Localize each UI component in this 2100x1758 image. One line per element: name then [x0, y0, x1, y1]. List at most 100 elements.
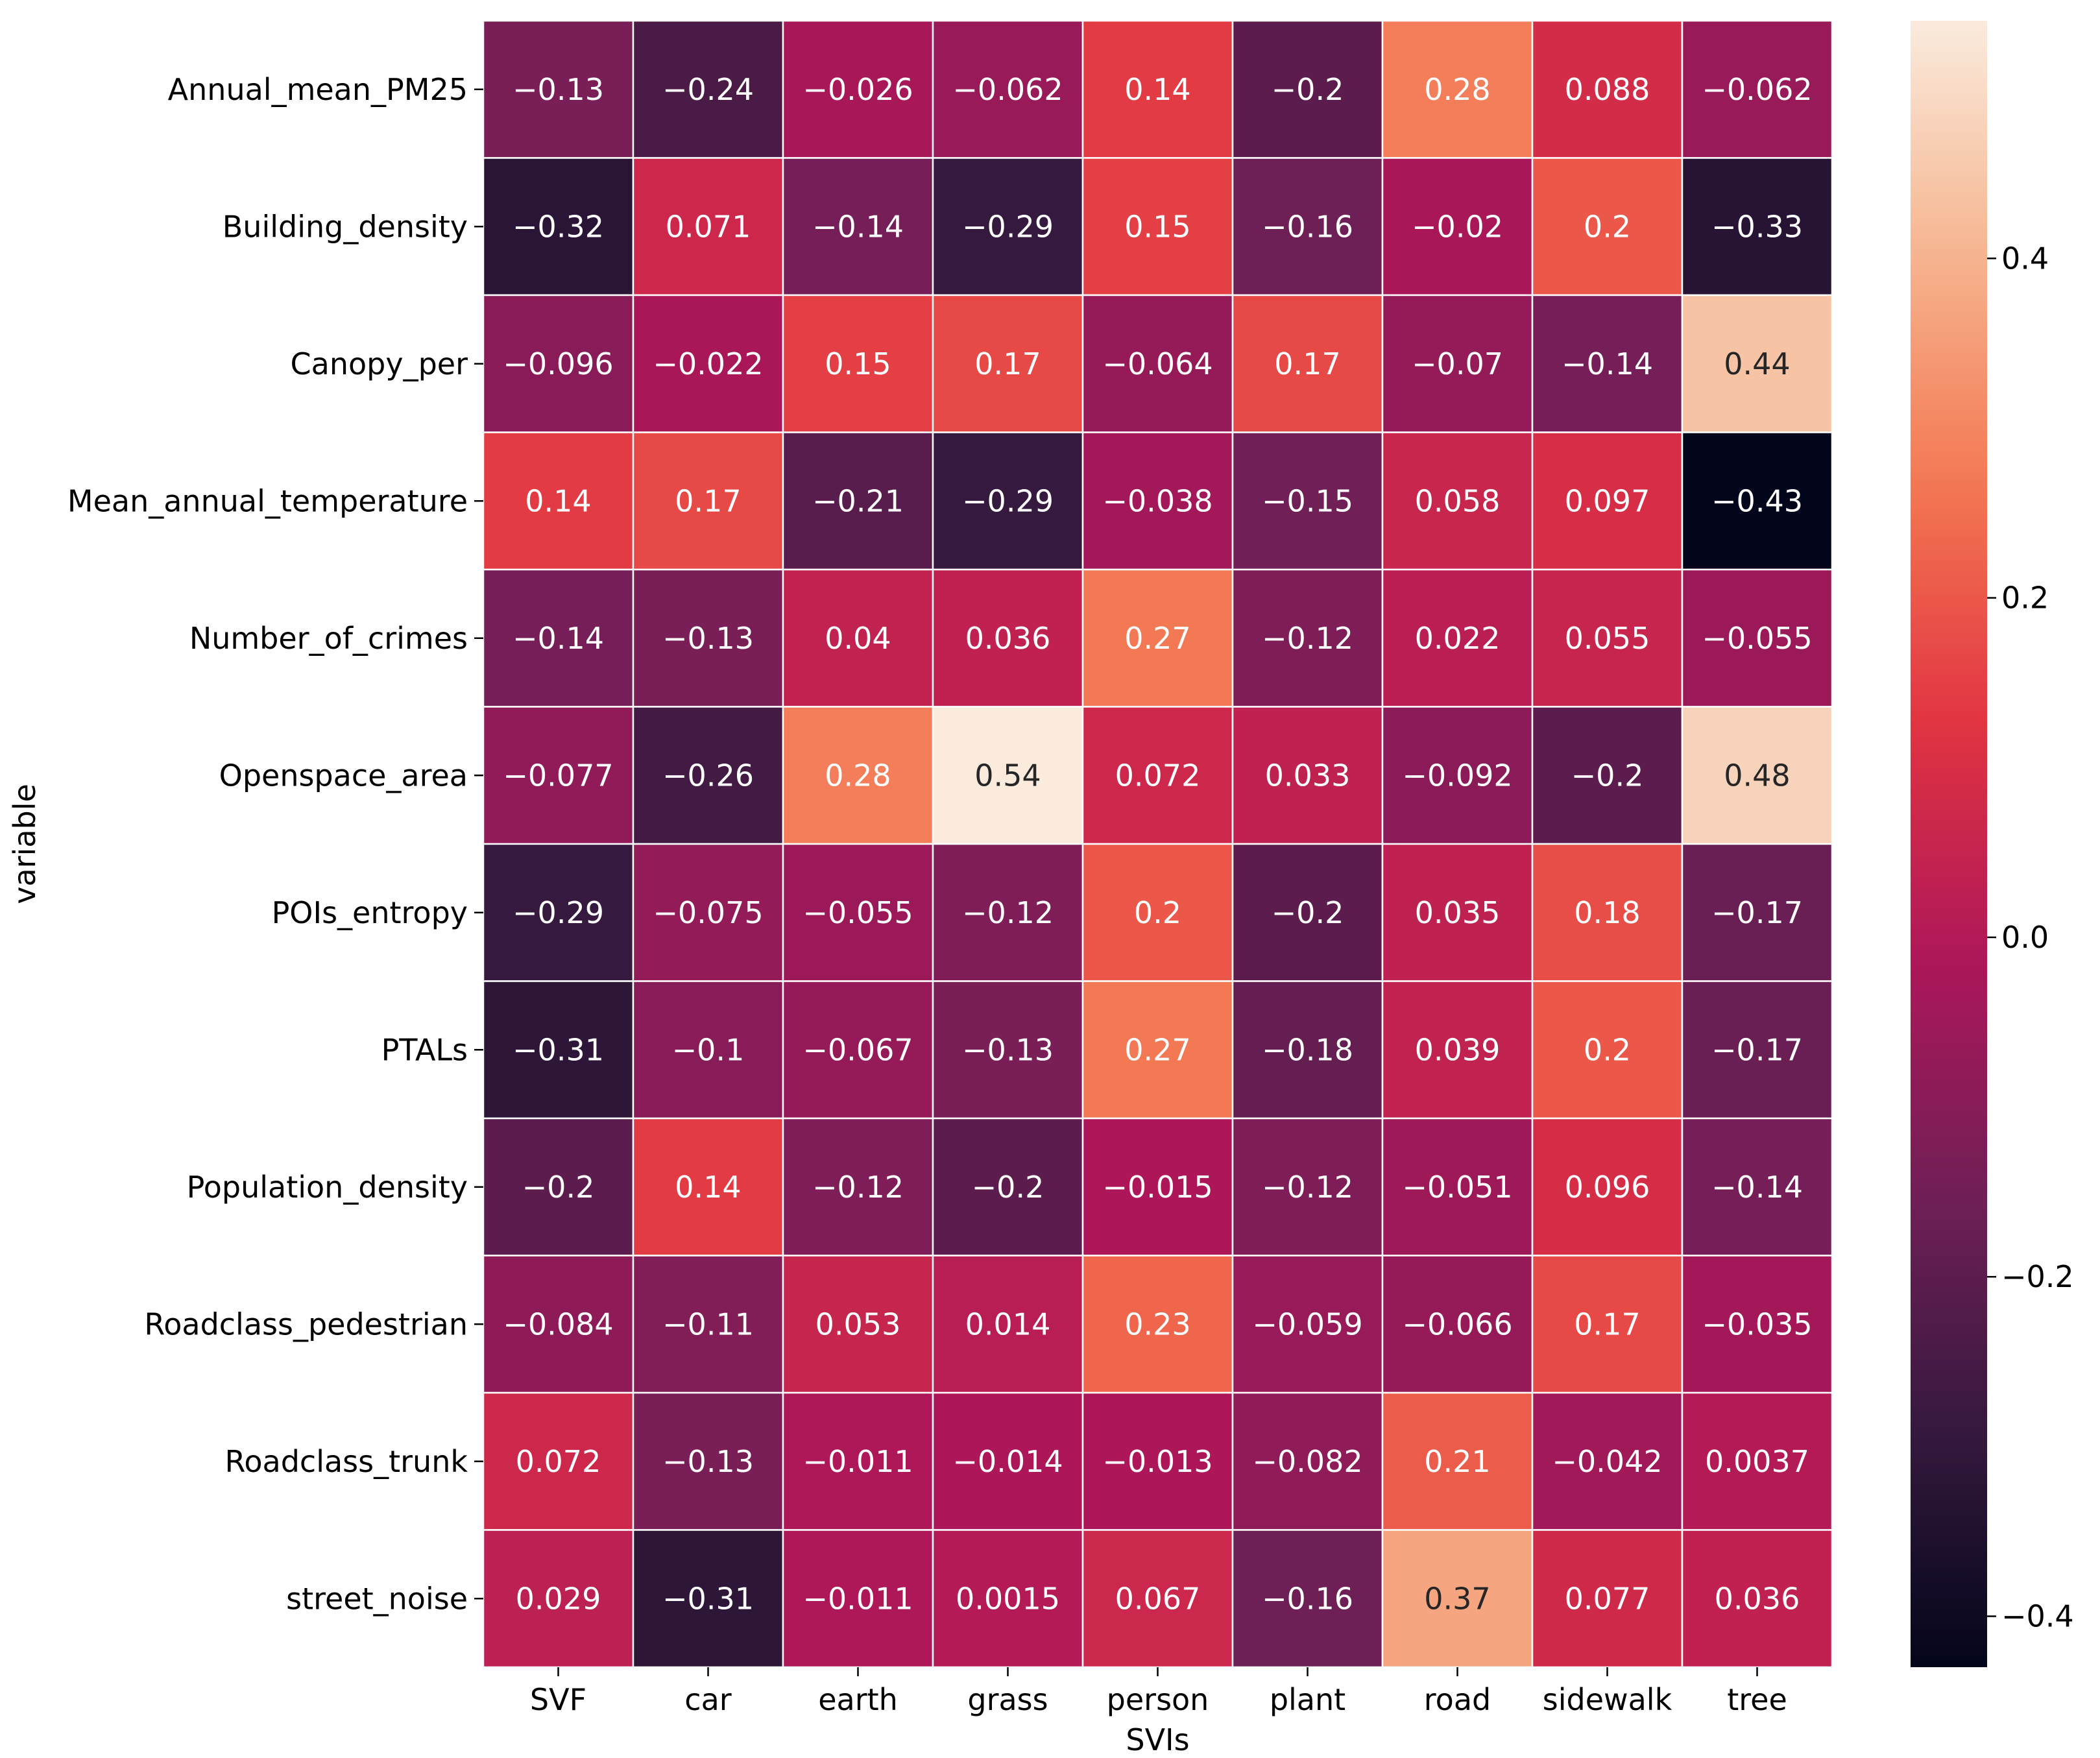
heatmap-cell: [932, 1255, 1084, 1394]
heatmap-cell: [632, 431, 784, 571]
heatmap-cell: [1681, 1255, 1833, 1394]
heatmap-cell: [482, 980, 634, 1120]
heatmap-cell: [1231, 1117, 1384, 1257]
cell-value-label: −0.092: [1402, 758, 1512, 793]
heatmap-cell: [932, 294, 1084, 433]
y-tick-label: Building_density: [223, 209, 468, 244]
cell-value-label: 0.04: [825, 621, 891, 656]
cell-value-label: −0.042: [1552, 1444, 1662, 1479]
heatmap-cell: [482, 19, 634, 159]
cell-value-label: −0.2: [972, 1170, 1044, 1205]
heatmap-cell: [1381, 294, 1534, 433]
y-tick-label: Roadclass_pedestrian: [144, 1306, 468, 1342]
cell-value-label: −0.21: [812, 483, 904, 518]
heatmap-cells: [482, 19, 1833, 1668]
heatmap-cell: [1381, 1117, 1534, 1257]
y-tick-label: Mean_annual_temperature: [67, 483, 468, 518]
heatmap-cell: [482, 1255, 634, 1394]
cell-value-label: −0.31: [662, 1581, 754, 1616]
cell-value-label: −0.011: [803, 1444, 913, 1479]
x-tick-label: earth: [818, 1682, 898, 1717]
heatmap-cell: [1681, 157, 1833, 296]
cell-value-label: −0.13: [662, 1444, 754, 1479]
heatmap-cell: [1381, 431, 1534, 571]
x-tick-label: tree: [1727, 1682, 1787, 1717]
y-tick-label: Roadclass_trunk: [224, 1444, 468, 1479]
cell-value-label: 0.2: [1584, 209, 1631, 244]
heatmap-cell: [782, 294, 934, 433]
heatmap-cell: [932, 706, 1084, 845]
cell-value-label: 0.014: [965, 1306, 1051, 1342]
heatmap-cell: [932, 431, 1084, 571]
cell-value-label: 0.28: [825, 758, 891, 793]
cell-value-label: −0.035: [1702, 1306, 1812, 1342]
cell-value-label: −0.16: [1262, 209, 1353, 244]
cell-value-label: 0.17: [1274, 346, 1340, 381]
cell-value-label: 0.15: [825, 346, 891, 381]
cell-value-label: −0.14: [1711, 1170, 1803, 1205]
cell-value-label: −0.2: [1272, 72, 1344, 107]
cell-value-label: 0.14: [1124, 72, 1190, 107]
heatmap-cell: [782, 157, 934, 296]
heatmap-cell: [482, 843, 634, 982]
heatmap-cell: [1081, 843, 1234, 982]
heatmap-cell: [1381, 19, 1534, 159]
heatmap-cell: [482, 1529, 634, 1668]
x-tick-label: grass: [967, 1682, 1048, 1717]
cell-value-label: 0.2: [1584, 1032, 1631, 1067]
y-tick-label: Population_density: [187, 1170, 468, 1205]
heatmap-cell: [1081, 706, 1234, 845]
heatmap-cell: [482, 157, 634, 296]
heatmap-cell: [1081, 294, 1234, 433]
heatmap-cell-labels: −0.13 −0.24 −0.026 −0.062 0.14 −0.2 0.28 0.088 −…: [503, 72, 1812, 1617]
heatmap-cell: [632, 843, 784, 982]
cell-value-label: 0.072: [516, 1444, 601, 1479]
cell-value-label: 0.14: [525, 483, 591, 518]
cell-value-label: 0.14: [675, 1170, 741, 1205]
colorbar-tick-label: −0.4: [2001, 1599, 2074, 1634]
cell-value-label: −0.31: [513, 1032, 604, 1067]
heatmap-cell: [782, 1391, 934, 1531]
cell-value-label: −0.055: [1702, 621, 1812, 656]
heatmap-cell: [1081, 157, 1234, 296]
cell-value-label: 0.036: [1715, 1581, 1800, 1616]
x-tick-label: plant: [1270, 1682, 1346, 1717]
cell-value-label: 0.058: [1415, 483, 1501, 518]
heatmap-cell: [1081, 980, 1234, 1120]
cell-value-label: 0.055: [1565, 621, 1650, 656]
cell-value-label: −0.43: [1711, 483, 1803, 518]
cell-value-label: −0.29: [513, 895, 604, 930]
heatmap-cell: [1381, 706, 1534, 845]
y-tick-label: PTALs: [381, 1032, 468, 1067]
heatmap-cell: [1231, 843, 1384, 982]
heatmap-cell: [1381, 157, 1534, 296]
heatmap-cell: [932, 1117, 1084, 1257]
colorbar: −0.4 −0.2 0.0 0.2 0.4: [1911, 21, 2074, 1667]
heatmap-cell: [1681, 19, 1833, 159]
cell-value-label: 0.053: [815, 1306, 901, 1342]
heatmap-cell: [1531, 843, 1684, 982]
heatmap-cell: [1681, 843, 1833, 982]
cell-value-label: −0.14: [513, 621, 604, 656]
cell-value-label: 0.077: [1565, 1581, 1650, 1616]
heatmap-cell: [482, 706, 634, 845]
heatmap-cell: [1081, 568, 1234, 708]
x-tick-label: car: [684, 1682, 731, 1717]
cell-value-label: 0.17: [974, 346, 1041, 381]
heatmap-cell: [1231, 980, 1384, 1120]
heatmap-cell: [932, 1529, 1084, 1668]
heatmap-cell: [1681, 706, 1833, 845]
heatmap-cell: [1531, 1529, 1684, 1668]
heatmap-cell: [782, 706, 934, 845]
cell-value-label: −0.15: [1262, 483, 1353, 518]
cell-value-label: −0.011: [803, 1581, 913, 1616]
colorbar-tick-label: 0.2: [2001, 581, 2049, 616]
x-tick-label: person: [1107, 1682, 1209, 1717]
cell-value-label: 0.035: [1415, 895, 1501, 930]
colorbar-gradient: [1911, 21, 1987, 1667]
cell-value-label: 0.27: [1124, 1032, 1190, 1067]
cell-value-label: −0.013: [1102, 1444, 1213, 1479]
cell-value-label: −0.17: [1711, 895, 1803, 930]
cell-value-label: 0.067: [1115, 1581, 1201, 1616]
heatmap-cell: [1681, 568, 1833, 708]
